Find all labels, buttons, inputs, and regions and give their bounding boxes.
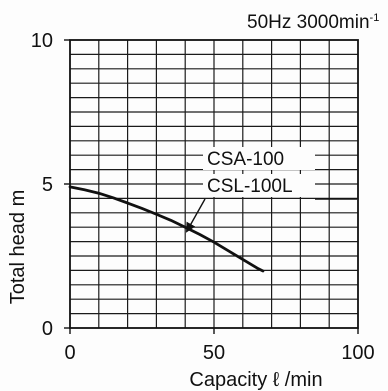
x-axis-label: Capacity ℓ /min [189, 369, 322, 391]
series-layer [68, 185, 265, 273]
x-tick-label: 100 [341, 342, 374, 364]
legend-label-background [203, 174, 315, 197]
x-tick-label: 0 [64, 342, 75, 364]
legend-layer: CSA-100 CSL-100L [186, 147, 357, 233]
legend-label-background [203, 147, 315, 170]
y-axis-label: Total head m [7, 190, 29, 305]
y-tick-label: 0 [42, 318, 53, 340]
grid-layer [70, 40, 358, 328]
y-tick-label: 5 [42, 174, 53, 196]
chart-title: 50Hz 3000min-1 [247, 12, 379, 33]
y-tick-label: 10 [31, 30, 53, 52]
series-label-csl-100l: CSL-100L [207, 176, 293, 197]
leader-arrow [186, 198, 206, 233]
series-label-csa-100: CSA-100 [207, 149, 284, 170]
ticks-layer: 0 50 100 0 5 10 [31, 30, 375, 364]
x-tick-label: 50 [203, 342, 225, 364]
